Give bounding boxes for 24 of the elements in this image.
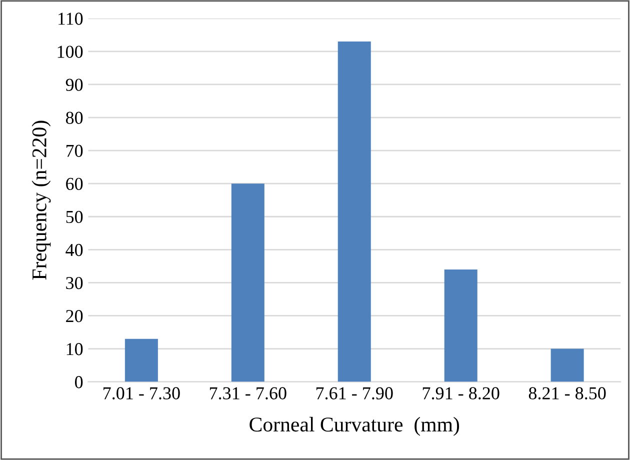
y-tick-label: 0 (75, 376, 83, 388)
y-tick-label: 30 (66, 276, 83, 290)
y-tick-label: 70 (66, 144, 83, 157)
bar (231, 184, 264, 382)
x-tick-label: 7.61 - 7.90 (316, 387, 393, 400)
x-axis-title: Corneal Curvature (mm) (250, 416, 460, 436)
y-tick-label: 80 (66, 112, 83, 124)
y-axis-title: Frequency (n=220) (32, 120, 51, 280)
y-tick-label: 90 (66, 78, 83, 91)
x-tick-label: 7.91 - 8.20 (422, 387, 500, 400)
bar (124, 338, 158, 382)
x-tick-label: 7.01 - 7.30 (104, 387, 180, 400)
x-tick-label: 7.31 - 7.60 (210, 387, 286, 400)
bar (444, 269, 478, 382)
y-tick-label: 20 (66, 310, 83, 322)
y-tick-label: 100 (58, 46, 83, 58)
y-tick-label: 60 (66, 178, 83, 190)
bar (550, 348, 584, 382)
y-tick-label: 50 (66, 210, 83, 224)
y-tick-label: 40 (66, 244, 83, 256)
bar (338, 42, 371, 382)
x-tick-label: 8.21 - 8.50 (528, 387, 606, 400)
y-tick-label: 10 (66, 343, 83, 356)
y-tick-label: 110 (58, 12, 83, 25)
